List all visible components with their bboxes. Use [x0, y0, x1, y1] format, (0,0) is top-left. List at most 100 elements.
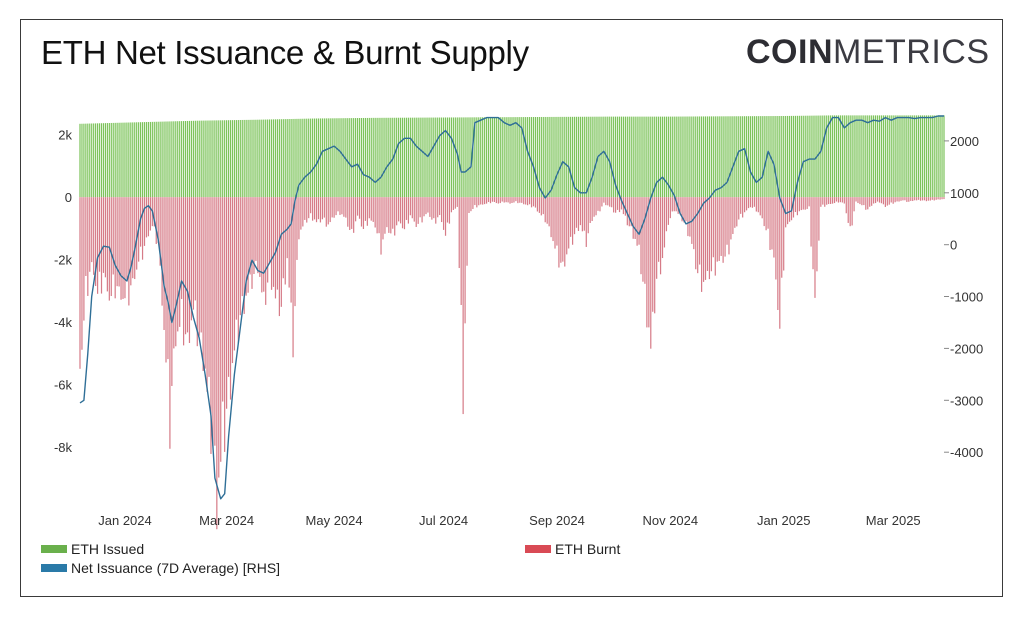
issued-bar: [108, 123, 110, 198]
issued-bar: [411, 117, 413, 198]
issued-bar: [624, 116, 626, 198]
burnt-bar: [360, 197, 363, 227]
burnt-bar: [906, 197, 908, 202]
burnt-bar: [523, 197, 525, 205]
burnt-bar: [345, 197, 347, 218]
issued-bar: [898, 115, 900, 198]
burnt-bar: [200, 197, 202, 333]
issued-bar: [204, 120, 206, 198]
line-group: [79, 115, 944, 500]
issued-bar: [331, 118, 333, 198]
issued-bar: [687, 116, 689, 198]
burnt-bar: [556, 197, 558, 246]
legend-net[interactable]: Net Issuance (7D Average) [RHS]: [41, 560, 280, 576]
issued-bar: [669, 116, 671, 198]
issued-bar: [818, 115, 820, 198]
burnt-bar: [470, 197, 472, 212]
issued-bar: [89, 123, 91, 198]
burnt-bar: [521, 197, 523, 203]
issued-bar: [640, 116, 642, 198]
issued-bar: [658, 116, 660, 198]
burnt-bar: [206, 197, 208, 392]
burnt-bar: [98, 197, 101, 272]
issued-bar: [802, 115, 804, 198]
issued-bar: [229, 120, 232, 198]
burnt-bar: [669, 197, 671, 219]
burnt-bar: [85, 197, 87, 276]
burnt-bar: [644, 197, 646, 284]
burnt-bar: [853, 197, 855, 212]
issued-bar: [124, 122, 126, 198]
burnt-bar: [194, 197, 196, 301]
issued-bar: [570, 116, 572, 198]
legend-burnt[interactable]: ETH Burnt: [525, 541, 620, 557]
burnt-bar: [466, 197, 468, 266]
issued-bar: [794, 115, 797, 198]
issued-bar: [652, 116, 654, 198]
burnt-bar: [370, 197, 372, 221]
issued-bar: [81, 123, 83, 198]
burnt-bar: [405, 197, 408, 220]
issued-bar: [871, 115, 873, 198]
burnt-bar: [828, 197, 830, 205]
issued-bar: [706, 116, 709, 198]
burnt-bar: [528, 197, 531, 205]
y-right-tick-label: 0: [950, 238, 957, 253]
burnt-bar: [704, 197, 707, 280]
burnt-bar: [902, 197, 904, 201]
issued-bar: [585, 116, 587, 198]
chart-title: ETH Net Issuance & Burnt Supply: [41, 34, 529, 71]
burnt-bar: [659, 197, 662, 275]
burnt-bar: [517, 197, 519, 204]
burnt-bar: [540, 197, 542, 216]
issued-bar: [478, 117, 480, 198]
issued-bar: [79, 123, 81, 198]
issued-bar: [646, 116, 648, 198]
burnt-bar: [411, 197, 413, 219]
legend-net-swatch: [41, 564, 67, 572]
issued-bar: [788, 115, 791, 198]
burnt-bar: [865, 197, 867, 210]
issued-bar: [243, 119, 245, 198]
issued-bar: [454, 117, 456, 198]
issued-bar: [693, 116, 695, 198]
burnt-bar: [339, 197, 341, 215]
burnt-bar: [458, 197, 460, 269]
x-tick-label: Sep 2024: [529, 513, 585, 528]
burnt-bar: [96, 197, 99, 294]
legend-issued[interactable]: ETH Issued: [41, 541, 144, 557]
issued-bar: [755, 116, 757, 198]
burnt-bar: [153, 197, 155, 227]
burnt-bar: [353, 197, 355, 233]
burnt-bar: [446, 197, 449, 223]
issued-bar: [458, 117, 460, 198]
y-right-tick-label: 1000: [950, 186, 979, 201]
x-tick-label: May 2024: [306, 513, 363, 528]
burnt-bar: [398, 197, 400, 222]
issued-bar: [904, 115, 906, 198]
burnt-bar: [515, 197, 517, 202]
burnt-bar: [759, 197, 761, 216]
burnt-bar: [892, 197, 894, 204]
burnt-bar: [814, 197, 816, 298]
issued-bar: [290, 119, 292, 198]
burnt-bar: [362, 197, 365, 230]
issued-bar: [128, 122, 130, 198]
burnt-bar: [501, 197, 503, 202]
burnt-bar: [384, 197, 386, 234]
y-left-tick-label: 2k: [58, 128, 72, 143]
issued-bar: [765, 116, 767, 198]
burnt-bar: [79, 197, 81, 369]
burnt-bar: [873, 197, 875, 204]
issued-bar: [855, 115, 857, 198]
issued-bar: [485, 117, 488, 198]
issued-bar: [171, 121, 173, 198]
issued-bar: [925, 115, 928, 198]
burnt-bar: [472, 197, 474, 209]
burnt-bar: [615, 197, 617, 213]
burnt-bar: [779, 197, 781, 329]
issued-bar: [399, 117, 402, 198]
issued-bar: [470, 117, 472, 198]
x-tick-label: Jan 2025: [757, 513, 811, 528]
burnt-bar: [222, 197, 224, 402]
